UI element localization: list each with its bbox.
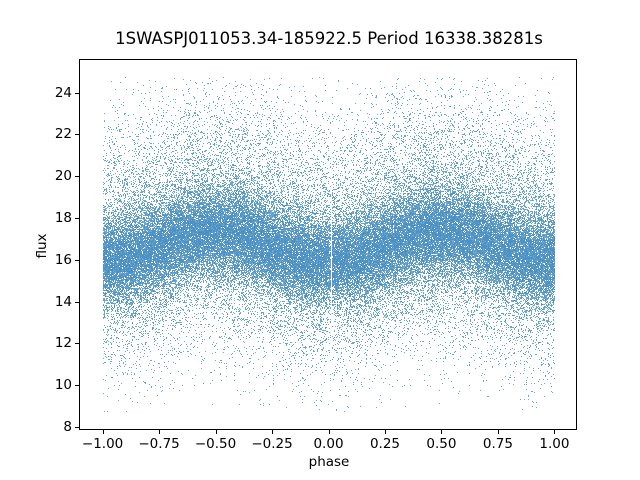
x-tick-label: −0.50 bbox=[194, 436, 237, 452]
x-tick-label: 0.75 bbox=[482, 436, 513, 452]
y-tick-label: 18 bbox=[54, 210, 72, 227]
y-tick-mark bbox=[75, 301, 79, 303]
x-tick-label: −0.25 bbox=[251, 436, 293, 452]
x-tick-mark bbox=[384, 430, 386, 434]
x-tick-mark bbox=[554, 430, 556, 434]
y-tick-mark bbox=[75, 385, 79, 387]
y-tick-label: 10 bbox=[54, 377, 72, 394]
y-tick-label: 16 bbox=[54, 251, 72, 268]
x-tick-label: 1.00 bbox=[539, 436, 570, 452]
y-tick-label: 20 bbox=[54, 168, 72, 185]
x-tick-label: 0.50 bbox=[426, 436, 457, 452]
plot-area bbox=[79, 59, 577, 430]
y-tick-label: 8 bbox=[63, 419, 72, 436]
x-tick-mark bbox=[215, 430, 217, 434]
x-tick-label: 0.00 bbox=[313, 436, 344, 452]
y-tick-mark bbox=[75, 176, 79, 178]
scatter-points-canvas bbox=[80, 60, 577, 430]
y-tick-label: 24 bbox=[54, 84, 72, 101]
x-axis-label: phase bbox=[308, 454, 350, 470]
x-tick-mark bbox=[441, 430, 443, 434]
x-tick-label: 0.25 bbox=[369, 436, 400, 452]
y-axis-label: flux bbox=[34, 233, 50, 259]
y-tick-label: 22 bbox=[54, 126, 72, 143]
x-tick-mark bbox=[497, 430, 499, 434]
x-tick-mark bbox=[328, 430, 330, 434]
x-tick-label: −0.75 bbox=[138, 436, 180, 452]
y-tick-mark bbox=[75, 218, 79, 220]
y-tick-mark bbox=[75, 259, 79, 261]
y-tick-mark bbox=[75, 134, 79, 136]
y-tick-mark bbox=[75, 427, 79, 429]
x-tick-mark bbox=[102, 430, 104, 434]
x-tick-mark bbox=[272, 430, 274, 434]
y-tick-mark bbox=[75, 92, 79, 94]
y-tick-label: 14 bbox=[54, 293, 72, 310]
x-tick-label: −1.00 bbox=[81, 436, 124, 452]
x-tick-mark bbox=[159, 430, 161, 434]
y-tick-mark bbox=[75, 343, 79, 345]
y-tick-label: 12 bbox=[54, 335, 72, 352]
chart-title: 1SWASPJ011053.34-185922.5 Period 16338.3… bbox=[115, 29, 543, 48]
